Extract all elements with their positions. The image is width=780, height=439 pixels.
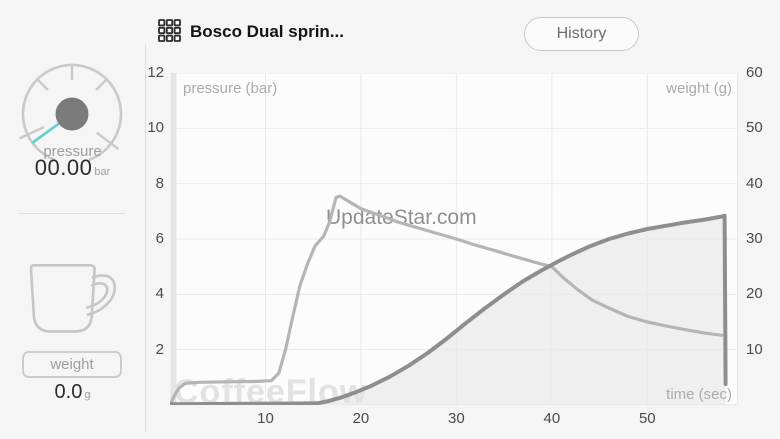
pressure-value: 00.00 [34, 155, 93, 180]
right-axis-tick: 50 [746, 119, 763, 137]
right-axis-tick: 30 [746, 230, 763, 247]
pressure-gauge-icon [18, 63, 123, 162]
sidebar-divider [18, 213, 125, 214]
weight-label: weight [50, 356, 94, 373]
pressure-readout: 00.00 bar [0, 155, 145, 181]
watermark-updatestar: UpdateStar.com [326, 206, 477, 229]
history-button-label: History [556, 25, 607, 42]
page-title[interactable]: Bosco Dual sprin... [190, 22, 344, 41]
weight-area-fill [170, 215, 726, 405]
weight-curve [170, 213, 728, 405]
coffee-cup-icon [29, 264, 117, 333]
gauge-hub [55, 97, 89, 131]
right-axis-tick: 10 [746, 340, 763, 358]
x-axis-tick: 40 [543, 410, 561, 427]
pressure-curve [170, 194, 724, 405]
sidebar-chart-divider [145, 44, 146, 432]
x-axis-tick: 10 [257, 410, 274, 427]
chart-plot-area: UpdateStar.com CoffeeFlow [170, 73, 738, 405]
profile-grid-icon[interactable] [158, 19, 181, 42]
pressure-label: pressure [43, 143, 102, 160]
x-axis-tick: 30 [448, 410, 465, 427]
weight-label-plate: weight [22, 351, 122, 378]
right-axis-tick: 20 [746, 285, 763, 303]
weight-readout: 0.0 g [0, 381, 145, 404]
pressure-unit: bar [94, 166, 111, 178]
x-axis-tick: 20 [352, 410, 370, 427]
y-axis-band [170, 73, 177, 405]
history-button[interactable]: History [524, 17, 639, 51]
right-axis-tick: 40 [746, 174, 763, 192]
right-axis-tick: 60 [746, 64, 763, 81]
sidebar: pressure 00.00 bar weight 0.0 g [0, 0, 145, 439]
x-axis-tick: 50 [638, 410, 656, 427]
weight-value: 0.0 [54, 381, 83, 403]
weight-unit: g [84, 389, 91, 401]
